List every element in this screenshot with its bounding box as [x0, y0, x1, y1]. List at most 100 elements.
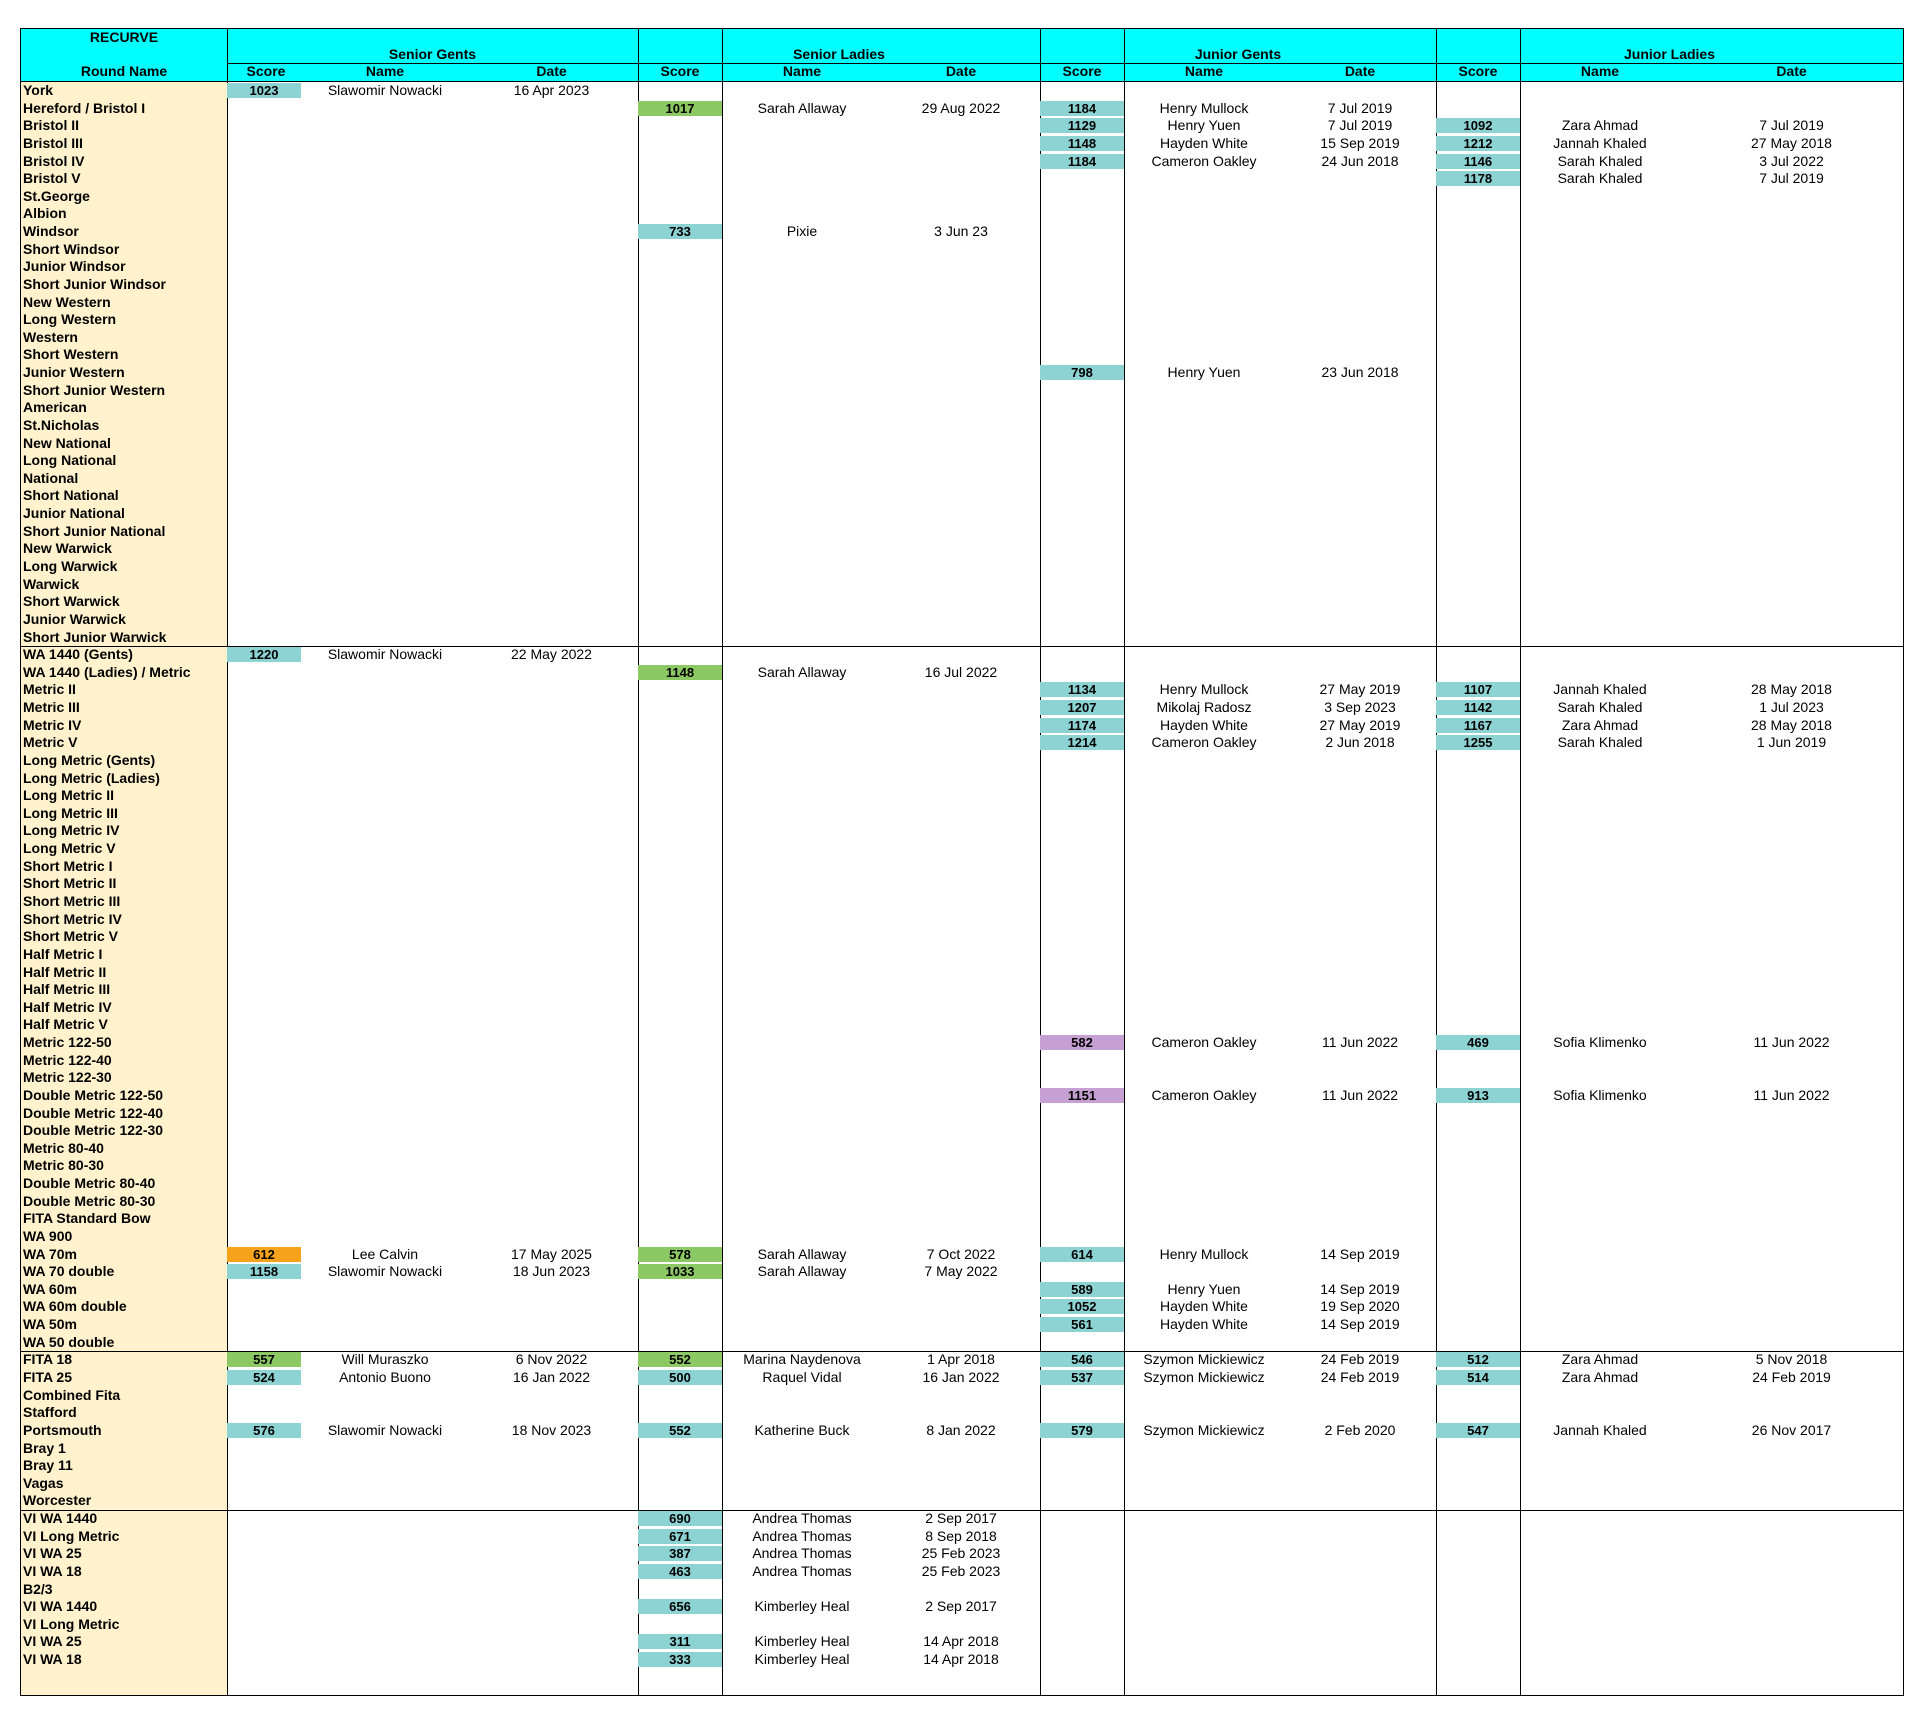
subheader-divider [227, 63, 1903, 64]
record-date: 2 Sep 2017 [925, 1510, 997, 1526]
round-name: VI Long Metric [23, 1616, 120, 1632]
group-junior-ladies: Junior Ladies [1623, 46, 1716, 62]
header-divider [21, 81, 1903, 82]
record-date: 16 Apr 2023 [513, 82, 590, 98]
round-name: Long Metric (Ladies) [23, 770, 160, 786]
record-date: 25 Feb 2023 [921, 1545, 1001, 1561]
record-date: 14 Sep 2019 [1320, 1246, 1400, 1262]
record-date: 8 Jan 2022 [926, 1422, 996, 1438]
archer-name: Zara Ahmad [1561, 117, 1639, 133]
archer-name: Kimberley Heal [754, 1633, 850, 1649]
round-name: Portsmouth [23, 1422, 102, 1438]
round-name: Short Western [23, 346, 119, 362]
archer-name: Jannah Khaled [1553, 681, 1647, 697]
archer-name: Slawomir Nowacki [327, 1422, 443, 1438]
round-name: Half Metric V [23, 1016, 108, 1032]
archer-name: Andrea Thomas [752, 1528, 852, 1544]
score-badge: 1158 [227, 1264, 301, 1279]
score-badge: 311 [638, 1634, 722, 1649]
score-badge: 1134 [1040, 682, 1124, 697]
round-name: WA 70m [23, 1246, 77, 1262]
record-date: 6 Nov 2022 [515, 1351, 588, 1367]
round-name: St.Nicholas [23, 417, 100, 433]
archer-name: Mikolaj Radosz [1156, 699, 1252, 715]
date-header: Date [945, 63, 977, 79]
column-divider [1436, 29, 1437, 1695]
round-name: Hereford / Bristol I [23, 100, 146, 116]
score-badge: 463 [638, 1564, 722, 1579]
archer-name: Sarah Allaway [757, 1263, 847, 1279]
group-senior-gents: Senior Gents [388, 46, 477, 62]
archer-name: Andrea Thomas [752, 1510, 852, 1526]
record-date: 3 Sep 2023 [1324, 699, 1396, 715]
round-name: Double Metric 122-50 [23, 1087, 164, 1103]
round-name: Metric 122-50 [23, 1034, 112, 1050]
round-name: Bray 1 [23, 1440, 66, 1456]
archer-name: Raquel Vidal [762, 1369, 842, 1385]
record-date: 17 May 2025 [511, 1246, 592, 1262]
record-date: 7 Jul 2019 [1327, 117, 1393, 133]
round-name: York [23, 82, 54, 98]
column-divider [722, 29, 723, 1695]
round-name: Worcester [23, 1492, 92, 1508]
score-badge: 500 [638, 1370, 722, 1385]
score-badge: 1151 [1040, 1088, 1124, 1103]
score-badge: 1184 [1040, 101, 1124, 116]
date-header: Date [536, 63, 567, 79]
round-name: VI WA 25 [23, 1633, 82, 1649]
record-date: 28 May 2018 [1751, 717, 1832, 733]
archer-name: Lee Calvin [351, 1246, 419, 1262]
archer-name: Hayden White [1160, 135, 1248, 151]
round-name: National [23, 470, 79, 486]
record-date: 14 Sep 2019 [1320, 1281, 1400, 1297]
score-badge: 1174 [1040, 718, 1124, 733]
round-name: Long Metric II [23, 787, 114, 803]
round-name: Short Junior Windsor [23, 276, 166, 292]
score-badge: 671 [638, 1529, 722, 1544]
archer-name: Henry Yuen [1167, 364, 1241, 380]
record-date: 5 Nov 2018 [1755, 1351, 1828, 1367]
record-date: 15 Sep 2019 [1320, 135, 1400, 151]
score-header: Score [660, 63, 700, 79]
score-badge: 1178 [1436, 171, 1520, 186]
round-name: WA 50m [23, 1316, 77, 1332]
record-date: 2 Sep 2017 [925, 1598, 997, 1614]
record-date: 11 Jun 2022 [1753, 1087, 1830, 1103]
score-badge: 1092 [1436, 118, 1520, 133]
archer-name: Henry Mullock [1159, 100, 1249, 116]
record-date: 14 Apr 2018 [923, 1633, 999, 1649]
round-name-column [21, 82, 227, 1695]
round-name: Half Metric II [23, 964, 107, 980]
record-date: 11 Jun 2022 [1753, 1034, 1830, 1050]
date-header: Date [1776, 63, 1807, 79]
round-name: Short Metric IV [23, 911, 122, 927]
score-badge: 1107 [1436, 682, 1520, 697]
archer-name: Henry Mullock [1159, 681, 1249, 697]
record-date: 19 Sep 2020 [1320, 1298, 1400, 1314]
archer-name: Cameron Oakley [1151, 1034, 1257, 1050]
archer-name: Andrea Thomas [752, 1545, 852, 1561]
archer-name: Sarah Allaway [757, 1246, 847, 1262]
section-divider [21, 646, 1903, 647]
archer-name: Sofia Klimenko [1553, 1087, 1647, 1103]
round-name: Long Metric III [23, 805, 118, 821]
round-name: Windsor [23, 223, 79, 239]
round-name: Double Metric 122-40 [23, 1105, 164, 1121]
round-name: VI WA 18 [23, 1651, 82, 1667]
name-header: Name [1580, 63, 1620, 79]
record-date: 11 Jun 2022 [1321, 1034, 1399, 1050]
score-badge: 690 [638, 1511, 722, 1526]
table-title: RECURVE [89, 29, 159, 45]
archer-name: Slawomir Nowacki [327, 82, 443, 98]
round-name: VI WA 1440 [23, 1510, 98, 1526]
group-junior-gents: Junior Gents [1194, 46, 1282, 62]
score-badge: 561 [1040, 1317, 1124, 1332]
round-name: WA 70 double [23, 1263, 115, 1279]
score-badge: 579 [1040, 1423, 1124, 1438]
archer-name: Hayden White [1160, 1298, 1248, 1314]
round-name: Long Metric IV [23, 822, 120, 838]
column-divider [227, 29, 228, 1695]
round-name: Junior Warwick [23, 611, 126, 627]
round-name: Short Junior Warwick [23, 629, 167, 645]
archer-name: Cameron Oakley [1151, 734, 1257, 750]
